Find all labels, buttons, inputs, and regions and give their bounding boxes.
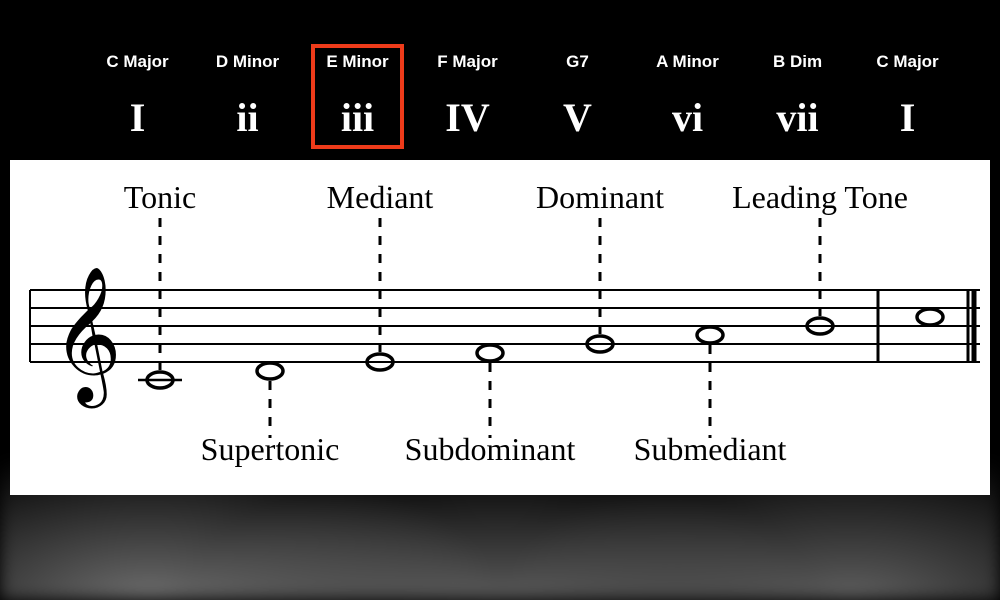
whole-note bbox=[917, 309, 943, 325]
chord-name: G7 bbox=[525, 52, 630, 72]
staff-panel: 𝄞 Tonic Supertonic Mediant Subdominant Domina… bbox=[10, 160, 990, 495]
chord-column: C Major I bbox=[85, 52, 190, 141]
chord-name: F Major bbox=[415, 52, 520, 72]
roman-numeral: I bbox=[85, 94, 190, 141]
roman-numeral: iii bbox=[305, 94, 410, 141]
chord-name: B Dim bbox=[745, 52, 850, 72]
chord-column: D Minor ii bbox=[195, 52, 300, 141]
chord-name: D Minor bbox=[195, 52, 300, 72]
whole-note bbox=[257, 363, 283, 379]
roman-numeral: vi bbox=[635, 94, 740, 141]
chord-column: F Major IV bbox=[415, 52, 520, 141]
function-label: Supertonic bbox=[201, 431, 340, 467]
whole-note bbox=[697, 327, 723, 343]
chord-column: A Minor vi bbox=[635, 52, 740, 141]
chord-name: C Major bbox=[85, 52, 190, 72]
chord-column: E Minor iii bbox=[305, 52, 410, 141]
function-label: Tonic bbox=[124, 179, 196, 215]
function-label: Dominant bbox=[536, 179, 664, 215]
function-label: Subdominant bbox=[405, 431, 576, 467]
chord-column: B Dim vii bbox=[745, 52, 850, 141]
function-label: Mediant bbox=[327, 179, 434, 215]
chord-column: G7 V bbox=[525, 52, 630, 141]
chord-name: E Minor bbox=[305, 52, 410, 72]
roman-numeral: ii bbox=[195, 94, 300, 141]
chord-header-row: C MajorID MinoriiE MinoriiiF MajorIVG7VA… bbox=[85, 52, 960, 141]
function-label: Submediant bbox=[634, 431, 787, 467]
chord-name: C Major bbox=[855, 52, 960, 72]
treble-clef-icon: 𝄞 bbox=[52, 267, 122, 408]
roman-numeral: vii bbox=[745, 94, 850, 141]
whole-note bbox=[477, 345, 503, 361]
staff-svg: 𝄞 Tonic Supertonic Mediant Subdominant Domina… bbox=[10, 160, 990, 495]
roman-numeral: I bbox=[855, 94, 960, 141]
roman-numeral: IV bbox=[415, 94, 520, 141]
chord-column: C Major I bbox=[855, 52, 960, 141]
chord-name: A Minor bbox=[635, 52, 740, 72]
roman-numeral: V bbox=[525, 94, 630, 141]
function-label: Leading Tone bbox=[732, 179, 908, 215]
